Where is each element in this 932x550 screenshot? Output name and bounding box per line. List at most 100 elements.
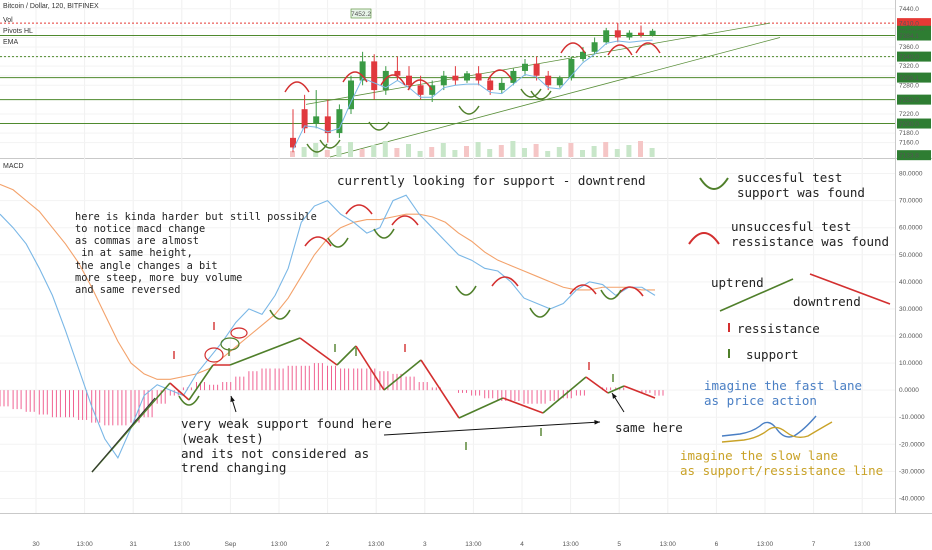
macd-tick-label: -10.0000 (899, 414, 925, 421)
slow-lane-text: imagine the slow lane as support/ressist… (680, 448, 884, 478)
resistance-arc (569, 284, 597, 295)
resistance-arc (284, 81, 310, 93)
resistance-arc (345, 204, 373, 215)
macd-tick-label: -30.0000 (899, 468, 925, 475)
legend-resistance-arc (688, 232, 720, 245)
volume-bar (510, 141, 516, 157)
candle-body (568, 58, 575, 79)
volume-bar (429, 147, 435, 157)
macd-pane-title: MACD (3, 163, 24, 170)
legend-support-arc (699, 177, 729, 190)
volume-bar (371, 145, 377, 157)
resistance-arc (635, 42, 661, 54)
title-annotation: currently looking for support - downtren… (337, 173, 646, 188)
price-tag-label: 7250.0 (899, 97, 919, 104)
price-tag-label: 7340.0 (899, 54, 919, 61)
candle-body (591, 42, 598, 52)
downtrend-segment (169, 382, 190, 401)
uptrend-segment (607, 385, 625, 394)
resistance-arc (391, 215, 419, 226)
support-circle (220, 337, 240, 351)
support-arc (368, 121, 390, 131)
uptrend-segment (229, 337, 301, 366)
volume-bar (301, 147, 307, 157)
volume-bar (649, 148, 655, 157)
price-tick-label: 7160.0 (899, 140, 919, 147)
price-tag-label: 7200.0 (899, 121, 919, 128)
time-tick-label: 6 (715, 541, 719, 548)
legend-uptrend-line (719, 278, 794, 312)
resistance-arc (342, 71, 368, 83)
volume-bar (475, 142, 481, 157)
support-arc (327, 237, 349, 248)
left-annotation: here is kinda harder but still possible … (75, 211, 317, 296)
macd-tick-label: 10.0000 (899, 360, 923, 367)
macd-tick-label: 0.0000 (899, 387, 919, 394)
price-tag-label: 7133.8 (899, 153, 919, 160)
macd-tick-label: 80.0000 (899, 171, 923, 178)
candle-body (638, 32, 644, 36)
downtrend-segment (585, 376, 609, 394)
time-tick-label: 13:00 (854, 541, 871, 548)
support-arc (520, 88, 542, 98)
volume-bar (464, 146, 469, 157)
legend-uptrend-text: uptrend (711, 275, 764, 290)
volume-bar (591, 146, 597, 157)
price-tag (897, 118, 931, 129)
candle-body (580, 51, 586, 59)
support-arc (269, 309, 291, 320)
legend-fail-text: unsuccesful test ressistance was found (731, 219, 890, 249)
candle-body (394, 70, 401, 76)
pivots-legend: Pivots HL (3, 28, 33, 35)
macd-line (0, 194, 656, 459)
candle-body (406, 75, 412, 86)
price-tag (897, 94, 931, 105)
weak-support-annotation: very weak support found here (weak test)… (181, 416, 392, 476)
volume-bar (313, 143, 319, 157)
downtrend-segment (420, 359, 460, 419)
downtrend-segment (355, 345, 385, 391)
candle-body (336, 109, 343, 134)
support-arc (373, 228, 395, 239)
candle-body (348, 80, 354, 110)
arrow-to-same-here-head (594, 419, 600, 425)
macd-tick-label: 50.0000 (899, 252, 923, 259)
candle-body (614, 30, 621, 38)
macd-tick-label: -40.0000 (899, 495, 925, 502)
legend-success-text: succesful test support was found (737, 170, 865, 200)
support-arc (529, 307, 551, 318)
legend-support-text: support (746, 347, 799, 362)
symbol-title: Bitcoin / Dollar, 120, BITFINEX (3, 3, 99, 10)
resistance-arc (487, 69, 513, 81)
time-tick-label: 13:00 (465, 541, 482, 548)
resistance-arc (407, 79, 433, 91)
price-tag-label: 7296.1 (899, 75, 919, 82)
candle-body (626, 32, 633, 38)
support-arc (319, 139, 341, 149)
candle-body (533, 63, 540, 76)
downtrend-segment (502, 397, 544, 414)
volume-bar (498, 145, 504, 157)
support-arc (455, 285, 477, 296)
resistance-circle (230, 327, 248, 339)
downtrend-segment (299, 337, 338, 366)
candle-body (371, 61, 378, 91)
macd-tick-label: 20.0000 (899, 333, 923, 340)
volume-bar (336, 146, 342, 157)
volume-bar (533, 144, 539, 157)
price-tick-label: 7440.0 (899, 6, 919, 13)
time-tick-label: 4 (520, 541, 524, 548)
volume-bar (568, 143, 574, 157)
candle-body (510, 70, 517, 83)
time-tick-label: 3 (423, 541, 427, 548)
macd-tick-label: 70.0000 (899, 198, 923, 205)
volume-bar (487, 149, 493, 157)
candle-body (429, 85, 436, 95)
uptrend-segment (542, 376, 587, 414)
resistance-arc (380, 74, 406, 86)
price-tag (897, 51, 931, 62)
arrow-weak-support-head (230, 396, 235, 402)
resistance-arc (560, 42, 586, 54)
fast-lane-text: imagine the fast lane as price action (704, 378, 863, 408)
